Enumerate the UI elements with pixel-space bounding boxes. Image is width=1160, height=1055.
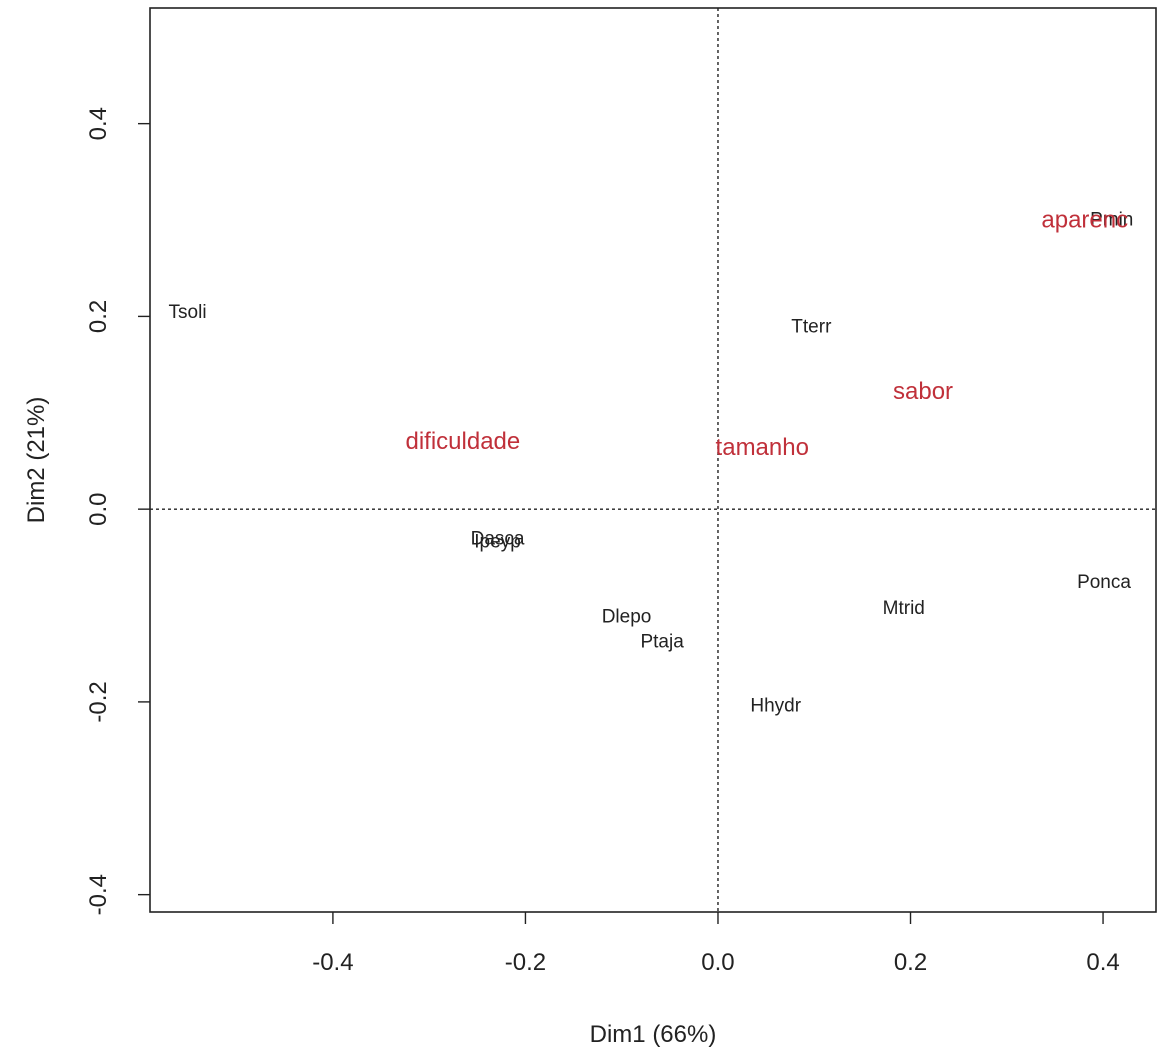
observation-label: Ptaja [640, 632, 684, 653]
x-tick-label: -0.4 [312, 949, 353, 976]
observation-label: Tterr [791, 317, 832, 338]
x-axis-label: Dim1 (66%) [590, 1021, 717, 1048]
observation-label: Ponca [1077, 572, 1131, 593]
x-tick-label: 0.0 [701, 949, 734, 976]
y-tick-label: -0.2 [85, 681, 112, 722]
y-tick-label: -0.4 [85, 874, 112, 915]
observation-label: Mtrid [883, 598, 925, 619]
plot-frame [149, 7, 1157, 913]
observation-label: Tsoli [169, 302, 207, 323]
observation-label: Dlepo [602, 607, 652, 628]
x-tick-label: -0.2 [505, 949, 546, 976]
y-tick-label: 0.0 [85, 492, 112, 525]
x-tick-label: 0.4 [1086, 949, 1119, 976]
observation-label: Dasca [471, 529, 525, 550]
observation-label: Ipeyp [474, 531, 520, 552]
variable-label: tamanho [716, 434, 809, 461]
y-axis: -0.4 -0.2 0.0 0.2 0.4 [85, 107, 150, 915]
observation-label: Pmin [1090, 210, 1133, 231]
observation-label: Hhydr [750, 695, 801, 716]
y-tick-label: 0.4 [85, 107, 112, 140]
x-axis: -0.4 -0.2 0.0 0.2 0.4 [312, 912, 1120, 976]
variable-label: sabor [893, 378, 953, 405]
reference-lines [150, 8, 1156, 912]
y-axis-label: Dim2 (21%) [23, 397, 50, 524]
variable-label: dificuldade [405, 428, 520, 455]
y-tick-label: 0.2 [85, 300, 112, 333]
variable-label: aparenc [1041, 207, 1128, 234]
x-tick-label: 0.2 [894, 949, 927, 976]
